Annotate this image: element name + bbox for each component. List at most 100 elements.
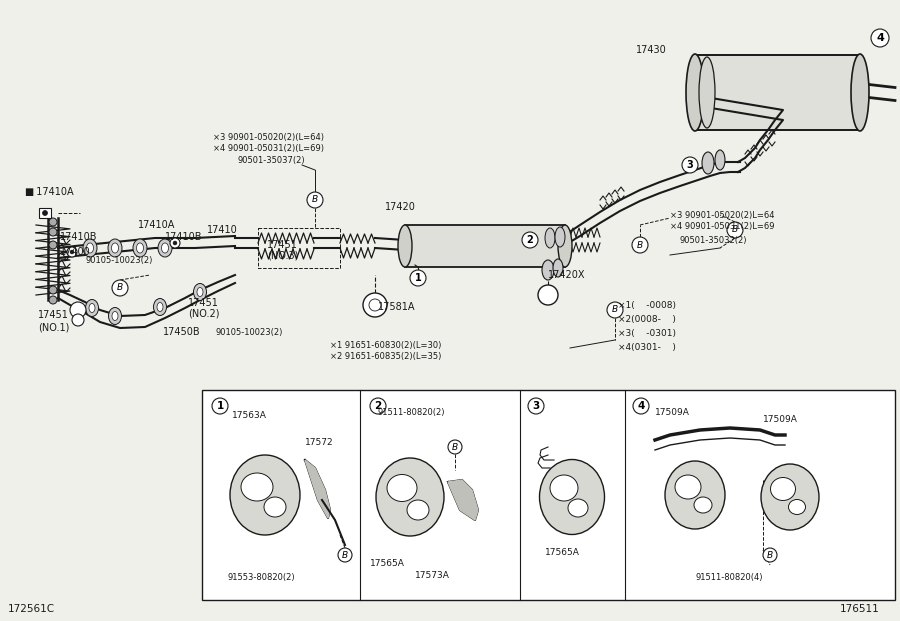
Ellipse shape (86, 299, 98, 317)
Text: ×4 90901-05031(2)(L=69): ×4 90901-05031(2)(L=69) (213, 144, 324, 153)
Ellipse shape (154, 299, 166, 315)
Text: 3: 3 (687, 160, 693, 170)
Circle shape (72, 314, 84, 326)
Text: 17563A: 17563A (232, 411, 267, 420)
Circle shape (607, 302, 623, 318)
Text: ×3 90901-05020(2)(L=64): ×3 90901-05020(2)(L=64) (213, 133, 324, 142)
Text: 176511: 176511 (841, 604, 880, 614)
Text: 17451: 17451 (38, 310, 69, 320)
Ellipse shape (230, 455, 300, 535)
Bar (695, 55, 860, 130)
Text: 17565A: 17565A (545, 548, 580, 557)
Text: B: B (342, 550, 348, 560)
Ellipse shape (112, 312, 118, 320)
Ellipse shape (542, 260, 554, 280)
Text: 3: 3 (533, 401, 540, 411)
Ellipse shape (108, 239, 122, 257)
Text: 17450B: 17450B (163, 327, 201, 337)
Ellipse shape (112, 243, 119, 253)
Text: 172561C: 172561C (8, 604, 55, 614)
Ellipse shape (665, 461, 725, 529)
Text: 4: 4 (637, 401, 644, 411)
Text: 17581A: 17581A (378, 302, 416, 312)
Ellipse shape (161, 243, 168, 253)
Circle shape (370, 398, 386, 414)
Text: ×4 90901-05031(2)L=69: ×4 90901-05031(2)L=69 (670, 222, 775, 231)
Text: ×1 91651-60830(2)(L=30): ×1 91651-60830(2)(L=30) (330, 341, 441, 350)
Text: 17410B: 17410B (60, 232, 97, 242)
Text: B: B (452, 443, 458, 451)
Ellipse shape (788, 499, 806, 515)
Ellipse shape (398, 225, 412, 267)
Ellipse shape (83, 239, 97, 257)
Text: B: B (732, 225, 738, 235)
Text: 17573A: 17573A (415, 571, 450, 580)
Circle shape (70, 250, 74, 254)
Ellipse shape (553, 259, 563, 277)
Ellipse shape (702, 152, 714, 174)
Circle shape (763, 548, 777, 562)
Circle shape (49, 296, 57, 304)
Ellipse shape (558, 225, 572, 267)
Ellipse shape (761, 464, 819, 530)
Text: ×3(    -0301): ×3( -0301) (618, 329, 676, 338)
Circle shape (448, 440, 462, 454)
Text: B: B (312, 196, 318, 204)
Ellipse shape (568, 499, 588, 517)
Circle shape (70, 302, 86, 318)
Text: (NO.3): (NO.3) (267, 251, 299, 261)
Ellipse shape (699, 57, 715, 128)
Text: ×4(0301-    ): ×4(0301- ) (618, 343, 676, 352)
Text: 17420: 17420 (385, 202, 416, 212)
Ellipse shape (539, 460, 605, 535)
Circle shape (632, 237, 648, 253)
Text: (NO.1): (NO.1) (38, 322, 69, 332)
Polygon shape (448, 480, 478, 520)
Text: 17451: 17451 (267, 240, 298, 250)
Text: 90501-35032(2): 90501-35032(2) (680, 236, 748, 245)
Circle shape (363, 293, 387, 317)
Text: 17430: 17430 (636, 45, 667, 55)
Bar (405, 225, 565, 267)
Ellipse shape (133, 239, 147, 257)
Text: B: B (612, 306, 618, 314)
Text: 17509A: 17509A (763, 415, 798, 424)
Circle shape (522, 232, 538, 248)
Circle shape (42, 211, 48, 215)
Text: 17410: 17410 (207, 225, 238, 235)
Circle shape (112, 280, 128, 296)
Text: 17410A: 17410A (138, 220, 176, 230)
Ellipse shape (715, 150, 725, 170)
Circle shape (682, 157, 698, 173)
Text: 2: 2 (526, 235, 534, 245)
Ellipse shape (545, 228, 555, 248)
Text: (NO.2): (NO.2) (188, 309, 220, 319)
Text: ×1(    -0008): ×1( -0008) (618, 301, 676, 310)
Ellipse shape (675, 475, 701, 499)
Text: 2: 2 (374, 401, 382, 411)
Polygon shape (305, 460, 330, 518)
Circle shape (173, 241, 177, 245)
Text: ×2(0008-    ): ×2(0008- ) (618, 315, 676, 324)
Text: 91553-80820(2): 91553-80820(2) (227, 573, 294, 582)
Ellipse shape (851, 54, 869, 131)
Circle shape (49, 228, 57, 236)
Ellipse shape (137, 243, 143, 253)
Circle shape (49, 241, 57, 249)
Text: 17509A: 17509A (655, 408, 690, 417)
Ellipse shape (376, 458, 444, 536)
Text: 90105-10023(2): 90105-10023(2) (215, 328, 283, 337)
Ellipse shape (686, 54, 704, 131)
Ellipse shape (770, 478, 796, 501)
Text: 17451: 17451 (188, 298, 219, 308)
Circle shape (170, 238, 180, 248)
Bar (39, 208, 51, 218)
Circle shape (49, 286, 57, 294)
Ellipse shape (158, 239, 172, 257)
Text: ■ 17410A: ■ 17410A (25, 187, 74, 197)
Circle shape (369, 299, 381, 311)
Circle shape (338, 548, 352, 562)
Bar (202, 390, 895, 600)
Circle shape (871, 29, 889, 47)
Circle shape (67, 247, 77, 257)
